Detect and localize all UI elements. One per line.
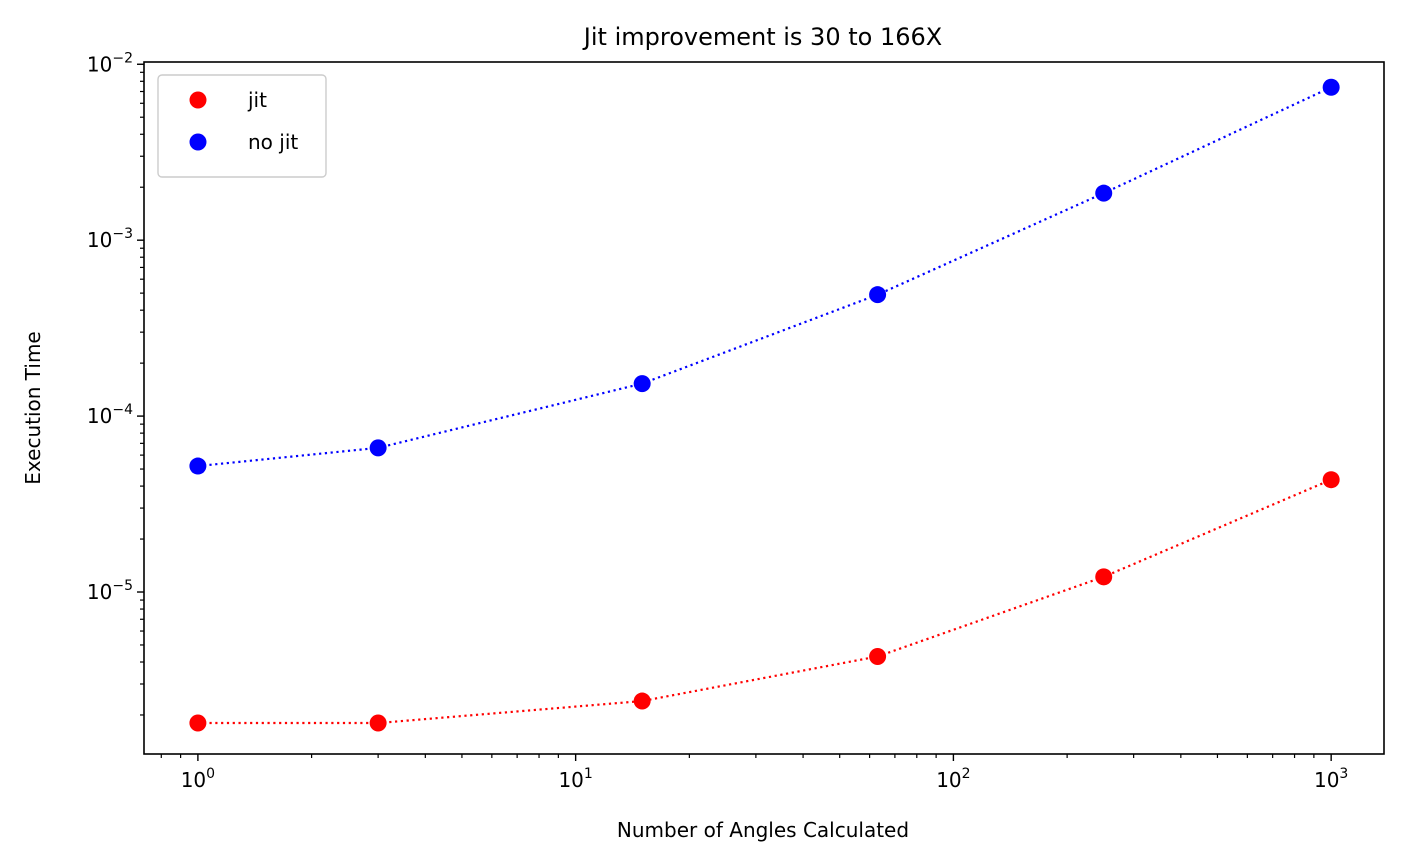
data-point-no-jit [1095,184,1113,202]
series-line-no-jit [197,86,1332,468]
data-point-no-jit [633,375,651,393]
x-axis-label: Number of Angles Calculated [617,818,909,842]
legend-marker-jit [189,91,207,109]
data-point-jit [1095,568,1113,586]
y-tick-label: 10−2 [87,50,133,76]
y-tick-label: 10−4 [87,402,133,428]
data-point-no-jit [1322,78,1340,96]
axes-frame [143,61,1385,755]
legend-label-no-jit: no jit [248,130,298,154]
legend-marker-no-jit [189,133,207,151]
data-point-jit [869,647,887,665]
data-point-no-jit [189,457,207,475]
legend-box [157,74,327,178]
x-tick-label: 103 [1314,766,1348,792]
data-point-jit [369,714,387,732]
data-point-jit [1322,471,1340,489]
legend: jit no jit [157,74,327,178]
data-point-jit [633,692,651,710]
y-tick-label: 10−5 [87,578,133,604]
x-tick-label: 100 [181,766,215,792]
y-tick-label: 10−3 [87,226,133,252]
y-axis-label: Execution Time [21,331,45,484]
chart-title: Jit improvement is 30 to 166X [582,23,942,51]
data-point-jit [189,714,207,732]
x-tick-label: 101 [558,766,592,792]
plot-area: 100 101 102 103 10−5 10−4 10−3 10−2 [87,50,1348,792]
legend-label-jit: jit [247,88,267,112]
data-point-no-jit [869,286,887,304]
data-point-no-jit [369,439,387,457]
x-tick-label: 102 [936,766,970,792]
